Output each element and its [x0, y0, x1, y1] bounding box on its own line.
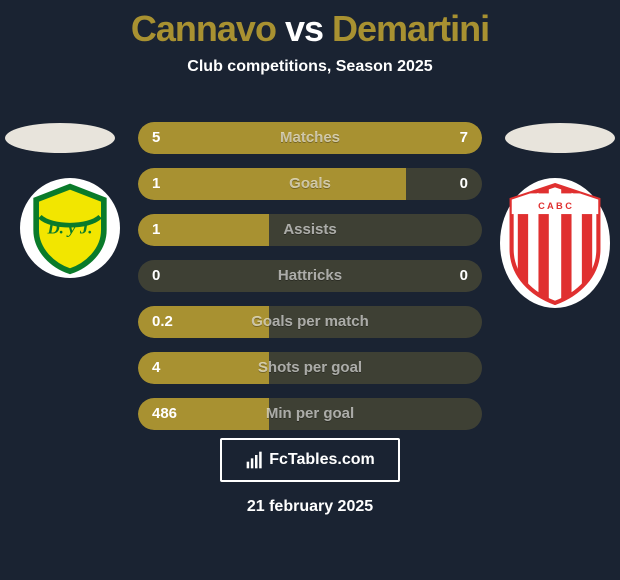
- stat-row: Assists1: [138, 214, 482, 246]
- stat-value-right: 0: [460, 260, 468, 292]
- stat-label: Min per goal: [138, 398, 482, 430]
- stat-value-left: 486: [152, 398, 177, 430]
- stat-value-right: 7: [460, 122, 468, 154]
- stat-label: Hattricks: [138, 260, 482, 292]
- player2-name: Demartini: [332, 8, 489, 49]
- stat-label: Goals per match: [138, 306, 482, 338]
- shield-icon: D. y J.: [23, 181, 117, 275]
- player1-photo-placeholder: [5, 123, 115, 153]
- stat-value-left: 0.2: [152, 306, 173, 338]
- club-badge-right: C A B C: [500, 178, 610, 308]
- shield-icon: C A B C: [503, 181, 607, 305]
- player1-name: Cannavo: [131, 8, 276, 49]
- page-title: Cannavo vs Demartini: [0, 8, 620, 50]
- stat-value-left: 5: [152, 122, 160, 154]
- stat-value-right: 0: [460, 168, 468, 200]
- stat-value-left: 1: [152, 214, 160, 246]
- stat-label: Matches: [138, 122, 482, 154]
- subtitle: Club competitions, Season 2025: [0, 58, 620, 76]
- stat-row: Matches5 7: [138, 122, 482, 154]
- stat-label: Assists: [138, 214, 482, 246]
- stat-label: Goals: [138, 168, 482, 200]
- header: Cannavo vs Demartini Club competitions, …: [0, 0, 620, 76]
- stat-row: Hattricks0 0: [138, 260, 482, 292]
- svg-text:D. y J.: D. y J.: [46, 219, 92, 238]
- club-badge-left: D. y J.: [20, 178, 120, 278]
- stat-value-left: 4: [152, 352, 160, 384]
- brand-logo[interactable]: FcTables.com: [220, 438, 400, 482]
- stats-panel: Matches57Goals10Assists1Hattricks00Goals…: [138, 122, 482, 444]
- svg-text:C A B C: C A B C: [538, 201, 572, 211]
- vs-separator: vs: [285, 8, 323, 49]
- stat-row: Shots per goal4: [138, 352, 482, 384]
- stat-row: Goals1 0: [138, 168, 482, 200]
- footer-date: 21 february 2025: [0, 498, 620, 516]
- brand-text: FcTables.com: [269, 451, 375, 469]
- stat-value-left: 1: [152, 168, 160, 200]
- stat-value-left: 0: [152, 260, 160, 292]
- stat-row: Goals per match0.2: [138, 306, 482, 338]
- player2-photo-placeholder: [505, 123, 615, 153]
- chart-icon: [245, 450, 265, 470]
- stat-label: Shots per goal: [138, 352, 482, 384]
- stat-row: Min per goal486: [138, 398, 482, 430]
